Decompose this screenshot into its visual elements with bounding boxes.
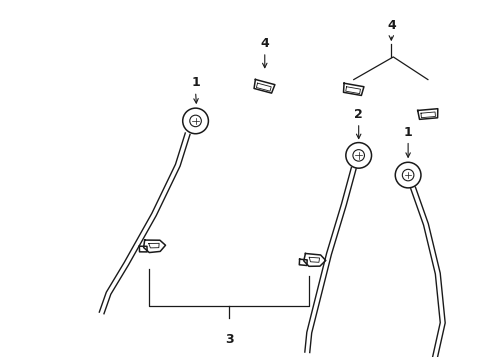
- Text: 2: 2: [354, 108, 362, 121]
- Text: 4: 4: [386, 19, 395, 32]
- Text: 4: 4: [260, 37, 268, 50]
- Text: 1: 1: [403, 126, 412, 139]
- Text: 1: 1: [191, 76, 200, 89]
- Text: 3: 3: [224, 333, 233, 346]
